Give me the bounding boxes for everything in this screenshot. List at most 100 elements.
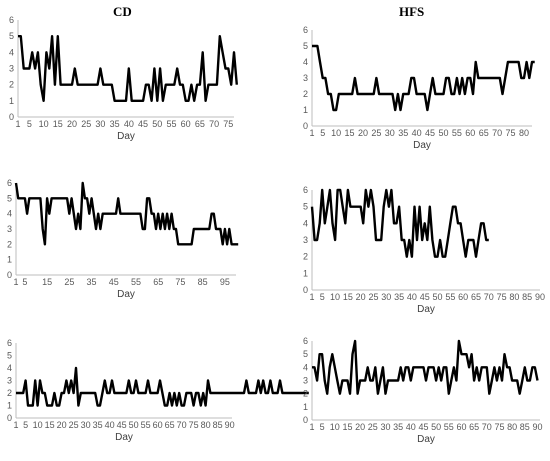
chart-2-x-tick-label: 65 <box>479 128 489 138</box>
chart-6-x-tick-label: 75 <box>494 422 504 432</box>
chart-6-x-tick-label: 20 <box>355 422 365 432</box>
chart-6-y-tick-label: 3 <box>303 376 308 386</box>
chart-2-x-tick-label: 75 <box>506 128 516 138</box>
chart-3-y-tick-label: 3 <box>7 224 12 234</box>
column-title-cd: CD <box>113 4 132 19</box>
chart-1-x-tick-label: 70 <box>209 119 219 129</box>
chart-3-x-tick-label: 35 <box>87 277 97 287</box>
chart-4-x-tick-label: 1 <box>309 292 314 302</box>
chart-6-x-tick-label: 15 <box>342 422 352 432</box>
chart-3-series-line <box>14 181 239 246</box>
chart-3-y-tick-label: 4 <box>7 209 12 219</box>
chart-1-y-tick-label: 3 <box>9 64 14 74</box>
chart-6-x-tick-label: 80 <box>507 422 517 432</box>
chart-1-x-tick-label: 1 <box>15 119 20 129</box>
chart-6-y-tick-label: 2 <box>303 389 308 399</box>
chart-5-x-tick-label: 90 <box>225 420 235 430</box>
chart-1-x-tick-label: 60 <box>181 119 191 129</box>
chart-4-x-tick-label: 85 <box>522 292 532 302</box>
chart-1-y-tick-label: 2 <box>9 80 14 90</box>
chart-6-x-tick-label: 45 <box>418 422 428 432</box>
chart-4-x-tick-label: 5 <box>320 292 325 302</box>
chart-3-y-tick-label: 2 <box>7 239 12 249</box>
chart-5-x-tick-label: 75 <box>189 420 199 430</box>
chart-6-x-tick-label: 65 <box>469 422 479 432</box>
chart-2-x-tick-label: 30 <box>385 128 395 138</box>
chart-1-y-tick-label: 1 <box>9 96 14 106</box>
chart-5-x-tick-label: 60 <box>153 420 163 430</box>
chart-1-x-tick-label: 15 <box>53 119 63 129</box>
chart-1-y-tick-label: 5 <box>9 31 14 41</box>
chart-5-x-axis-label: Day <box>115 432 133 443</box>
chart-5-x-tick-label: 25 <box>69 420 79 430</box>
chart-4-x-axis-label: Day <box>417 304 435 315</box>
chart-4-x-tick-label: 60 <box>458 292 468 302</box>
chart-5-x-tick-label: 15 <box>45 420 55 430</box>
chart-3-y-tick-label: 6 <box>7 178 12 188</box>
chart-1-y-tick-label: 6 <box>9 15 14 25</box>
chart-4-x-tick-label: 40 <box>407 292 417 302</box>
column-title-hfs: HFS <box>399 4 425 19</box>
chart-1-x-tick-label: 10 <box>39 119 49 129</box>
chart-4-x-tick-label: 30 <box>381 292 391 302</box>
chart-4-x-tick-label: 90 <box>535 292 545 302</box>
chart-2-y-tick-label: 1 <box>303 105 308 115</box>
chart-5-x-tick-label: 55 <box>141 420 151 430</box>
chart-4-x-tick-label: 35 <box>394 292 404 302</box>
chart-5-x-tick-label: 10 <box>33 420 43 430</box>
chart-6-x-tick-label: 60 <box>456 422 466 432</box>
chart-1-x-tick-label: 25 <box>81 119 91 129</box>
chart-4-y-tick-label: 5 <box>303 202 308 212</box>
chart-1-x-tick-label: 40 <box>124 119 134 129</box>
chart-5-y-tick-label: 5 <box>7 351 12 361</box>
chart-2-x-tick-label: 35 <box>398 128 408 138</box>
chart-2-x-tick-label: 1 <box>309 128 314 138</box>
chart-4-x-tick-label: 25 <box>368 292 378 302</box>
chart-5-x-tick-label: 35 <box>93 420 103 430</box>
chart-5-y-tick-label: 1 <box>7 401 12 411</box>
chart-6-x-tick-label: 25 <box>368 422 378 432</box>
chart-2-y-tick-label: 3 <box>303 73 308 83</box>
chart-4-y-tick-label: 3 <box>303 235 308 245</box>
chart-2-x-tick-label: 5 <box>320 128 325 138</box>
chart-4-x-tick-label: 20 <box>356 292 366 302</box>
chart-2-x-tick-label: 70 <box>492 128 502 138</box>
chart-2-x-axis-label: Day <box>413 140 431 151</box>
chart-5-x-tick-label: 30 <box>81 420 91 430</box>
chart-4-y-tick-label: 6 <box>303 185 308 195</box>
chart-5-y-tick-label: 2 <box>7 388 12 398</box>
chart-5-x-tick-label: 45 <box>117 420 127 430</box>
chart-3-y-tick-label: 0 <box>7 270 12 280</box>
chart-5-y-tick-label: 0 <box>7 413 12 423</box>
chart-1-x-tick-label: 65 <box>195 119 205 129</box>
chart-4-x-tick-label: 50 <box>433 292 443 302</box>
chart-6-x-tick-label: 40 <box>406 422 416 432</box>
chart-4-y-tick-label: 4 <box>303 218 308 228</box>
chart-5-x-tick-label: 85 <box>213 420 223 430</box>
chart-4-y-tick-label: 1 <box>303 268 308 278</box>
chart-3-x-tick-label: 55 <box>131 277 141 287</box>
chart-4-series-line <box>310 188 489 258</box>
chart-6-series-line <box>312 339 539 395</box>
chart-2-y-tick-label: 4 <box>303 57 308 67</box>
chart-3-x-tick-label: 5 <box>22 277 27 287</box>
chart-1-x-axis-label: Day <box>117 131 135 142</box>
chart-2-series-line <box>312 44 535 112</box>
chart-1-y-tick-label: 0 <box>9 112 14 122</box>
chart-6-x-tick-label: 1 <box>309 422 314 432</box>
chart-1-x-tick-label: 50 <box>152 119 162 129</box>
chart-6-x-tick-label: 35 <box>393 422 403 432</box>
chart-6-x-tick-label: 85 <box>520 422 530 432</box>
chart-3-x-tick-label: 75 <box>175 277 185 287</box>
chart-4-x-tick-label: 65 <box>471 292 481 302</box>
chart-4-x-tick-label: 45 <box>420 292 430 302</box>
chart-6-x-tick-label: 10 <box>330 422 340 432</box>
chart-6-x-tick-label: 5 <box>320 422 325 432</box>
chart-4-x-tick-label: 55 <box>445 292 455 302</box>
chart-4-x-tick-label: 10 <box>330 292 340 302</box>
chart-3-x-tick-label: 15 <box>42 277 52 287</box>
chart-3-x-tick-label: 85 <box>198 277 208 287</box>
chart-4-x-tick-label: 75 <box>497 292 507 302</box>
chart-6-y-tick-label: 4 <box>303 362 308 372</box>
